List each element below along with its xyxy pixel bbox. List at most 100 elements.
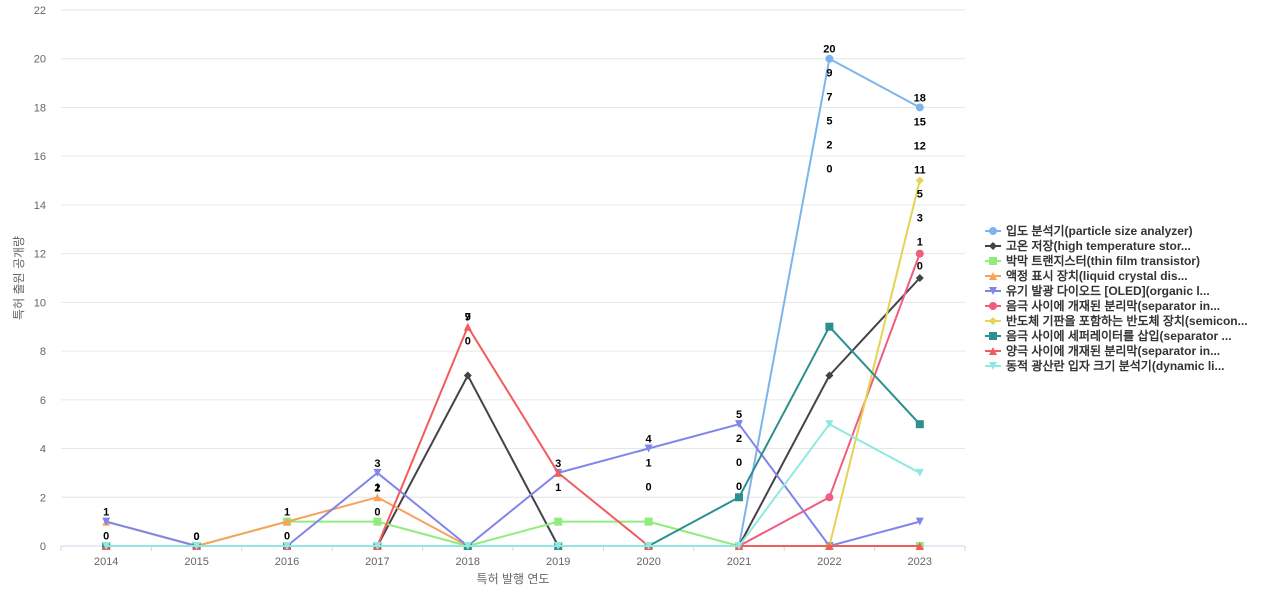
series-line (106, 520, 920, 547)
data-label: 0 (465, 336, 471, 348)
y-tick-label: 16 (34, 151, 46, 163)
data-label: 5 (826, 116, 832, 128)
data-point (373, 542, 382, 550)
data-label: 1 (374, 482, 380, 494)
y-tick-label: 18 (34, 102, 46, 114)
data-label: 5 (917, 188, 923, 200)
data-label: 0 (103, 531, 109, 543)
legend-label: 고온 저장(high temperature stor... (1006, 238, 1191, 253)
data-label: 7 (826, 92, 832, 104)
y-tick-label: 14 (34, 200, 46, 212)
data-point (283, 517, 291, 526)
legend-item: 음극 사이에 세퍼레이터를 삽입(separator ... (985, 328, 1232, 343)
data-label: 3 (374, 458, 380, 470)
data-point (915, 176, 924, 185)
legend-marker (989, 302, 997, 310)
data-label: 0 (374, 506, 380, 518)
data-point (554, 542, 563, 550)
legend-marker (989, 272, 997, 280)
data-label: 0 (917, 260, 923, 272)
legend-marker (989, 362, 997, 370)
legend-marker (989, 287, 997, 295)
data-label: 1 (917, 236, 923, 248)
y-tick-label: 6 (40, 395, 46, 407)
data-point (735, 420, 743, 429)
series-line (106, 180, 921, 547)
data-label: 15 (914, 116, 926, 128)
data-point (373, 493, 382, 502)
data-point (102, 517, 111, 526)
data-label: 1 (646, 458, 652, 470)
y-tick-label: 20 (34, 54, 46, 66)
data-label: 0 (194, 531, 200, 543)
data-point (915, 517, 924, 526)
data-point (644, 542, 653, 550)
data-label: 7 (465, 312, 471, 324)
data-label: 4 (646, 434, 653, 446)
x-tick-label: 2018 (456, 556, 480, 568)
legend-label: 반도체 기판을 포함하는 반도체 장치(semicon... (1006, 313, 1248, 328)
grid-lines (61, 9, 965, 547)
data-label: 9 (826, 68, 832, 80)
data-point (915, 249, 924, 258)
data-label: 0 (736, 457, 742, 469)
legend-label: 음극 사이에 개재된 분리막(separator in... (1006, 298, 1220, 313)
data-label: 2 (374, 482, 380, 494)
legend-label: 음극 사이에 세퍼레이터를 삽입(separator ... (1006, 328, 1232, 343)
data-point (825, 54, 834, 63)
y-tick-label: 22 (34, 5, 46, 17)
data-point (915, 468, 924, 477)
y-tick-label: 0 (40, 541, 46, 553)
series-line (106, 277, 921, 547)
legend-marker (989, 347, 997, 355)
data-point (192, 542, 201, 550)
x-tick-label: 2020 (636, 556, 660, 568)
x-tick-label: 2016 (275, 556, 299, 568)
data-point (735, 493, 743, 502)
data-label: 1 (284, 507, 290, 519)
data-point (463, 542, 472, 550)
legend-item: 동적 광산란 입자 크기 분석기(dynamic li... (985, 358, 1225, 373)
legend-label: 액정 표시 장치(liquid crystal dis... (1006, 268, 1188, 283)
data-point (825, 371, 834, 380)
legend-item: 입도 분석기(particle size analyzer) (985, 223, 1193, 238)
legend-item: 유기 발광 다이오드 [OLED](organic l... (985, 283, 1210, 298)
legend-item: 액정 표시 장치(liquid crystal dis... (985, 268, 1188, 283)
series-line (106, 423, 921, 547)
data-point (102, 542, 111, 550)
legend-item: 고온 저장(high temperature stor... (985, 238, 1191, 253)
legend-item: 반도체 기판을 포함하는 반도체 장치(semicon... (985, 313, 1248, 328)
y-axis-title: 특허 출원 공개량 (12, 236, 26, 320)
data-label: 20 (823, 44, 835, 56)
series-9 (102, 322, 924, 550)
legend-marker (989, 257, 997, 265)
data-point (915, 420, 924, 429)
legend-label: 입도 분석기(particle size analyzer) (1006, 223, 1193, 238)
data-point (644, 444, 653, 453)
y-tick-label: 12 (34, 249, 46, 261)
data-point (915, 274, 924, 282)
data-point (825, 322, 834, 331)
x-axis-title: 특허 발행 연도 (477, 571, 550, 586)
y-tick-label: 8 (40, 346, 46, 358)
x-tick-label: 2023 (908, 556, 932, 568)
data-point (915, 103, 924, 112)
data-point (915, 542, 924, 550)
data-label: 0 (284, 531, 290, 543)
x-tick-label: 2022 (817, 556, 841, 568)
data-point (463, 322, 472, 331)
data-label: 18 (914, 92, 926, 104)
x-axis: 2014 2015 2016 2017 2018 2019 2020 2021 2022 2023 (60, 546, 966, 568)
series-7 (102, 176, 924, 550)
legend-item: 박막 트랜지스터(thin film transistor) (985, 253, 1200, 268)
data-label: 0 (736, 481, 742, 493)
legend-label: 박막 트랜지스터(thin film transistor) (1006, 253, 1200, 268)
legend: 입도 분석기(particle size analyzer)고온 저장(high… (985, 223, 1248, 373)
data-label: 0 (826, 164, 832, 176)
data-label: 3 (555, 458, 561, 470)
data-point (554, 468, 563, 477)
x-tick-label: 2015 (184, 556, 208, 568)
data-label: 12 (914, 140, 926, 152)
